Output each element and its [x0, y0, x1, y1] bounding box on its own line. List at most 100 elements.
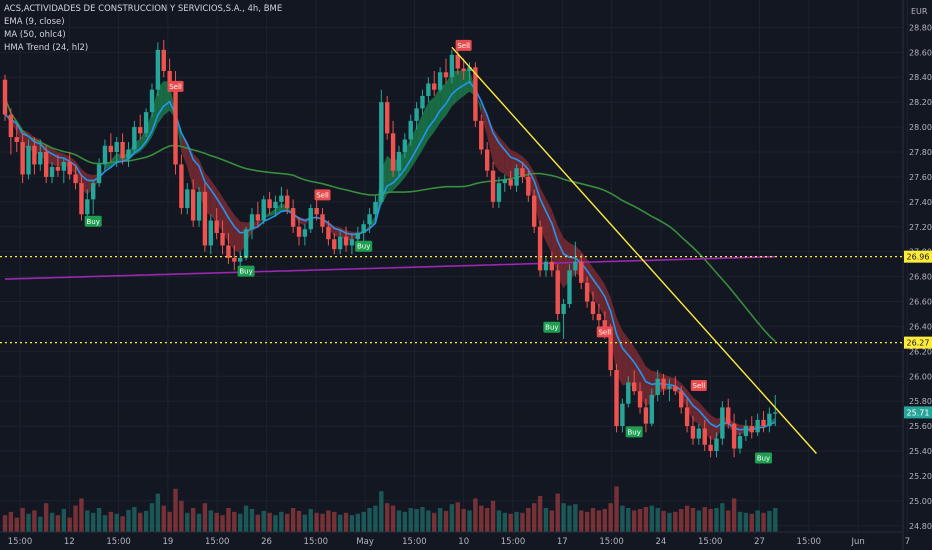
candle-body	[543, 261, 549, 271]
candle-body	[432, 83, 437, 90]
volume-bar	[761, 512, 766, 532]
volume-bar	[155, 493, 161, 532]
hma-band-segment	[616, 317, 623, 386]
volume-bar	[620, 505, 625, 532]
symbol-title[interactable]: ACS,ACTIVIDADES DE CONSTRUCCION Y SERVIC…	[4, 4, 283, 14]
hma-band-segment	[457, 70, 464, 101]
candle-body	[484, 149, 490, 171]
candle-body	[567, 270, 572, 304]
x-tick-label: 15:00	[797, 537, 822, 547]
hma-band-segment	[604, 284, 611, 339]
hma-band-segment	[334, 225, 341, 237]
price-line-badge	[904, 336, 932, 349]
candle-body	[326, 226, 331, 240]
candle-body	[555, 270, 560, 314]
x-tick-label: 19	[162, 537, 173, 547]
volume-bar	[690, 508, 696, 532]
candle-body	[579, 261, 584, 283]
volume-bar	[702, 507, 707, 532]
candle-body	[608, 332, 613, 371]
y-tick-label: 28.00	[909, 123, 932, 132]
candle-body	[102, 145, 108, 165]
legend-hma[interactable]: HMA Trend (24, hl2)	[4, 43, 89, 53]
y-tick-label: 25.80	[909, 397, 932, 406]
volume-bar	[190, 508, 196, 532]
candle-body	[120, 142, 125, 159]
volume-bar	[461, 508, 466, 532]
candle-body	[138, 127, 143, 134]
signal-label: Buy	[357, 243, 370, 251]
volume-bar	[267, 512, 272, 532]
candle-body	[561, 304, 566, 314]
y-tick-label: 26.40	[909, 322, 932, 331]
hma-band-segment	[363, 224, 370, 232]
candle-body	[702, 428, 707, 445]
x-tick-label: 15:00	[402, 537, 427, 547]
volume-bar	[667, 512, 672, 532]
candle-body	[408, 120, 413, 140]
candle-body	[49, 166, 55, 177]
candle-body	[290, 208, 296, 227]
volume-bar	[526, 508, 531, 532]
volume-bar	[32, 510, 37, 532]
volume-bar	[555, 493, 560, 532]
candle-body	[649, 394, 654, 424]
candle-body	[596, 313, 602, 321]
y-tick-label: 25.40	[909, 447, 932, 456]
signal-label: Sell	[316, 191, 329, 199]
volume-bar	[432, 512, 437, 532]
volume-bar	[14, 517, 19, 532]
x-tick-label: 15:00	[8, 537, 33, 547]
x-tick-label: 12	[64, 537, 75, 547]
legend-ma[interactable]: MA (50, ohlc4)	[4, 30, 66, 40]
volume-bar	[608, 503, 613, 532]
candle-body	[179, 164, 184, 209]
y-tick-label: 26.80	[909, 273, 932, 282]
volume-bar	[308, 508, 313, 532]
candle-body	[308, 208, 313, 230]
volume-bar	[726, 510, 731, 532]
hma-band-segment	[692, 397, 699, 424]
volume-bar	[55, 515, 61, 532]
ma-purple-line	[4, 255, 776, 280]
x-tick-label: 27	[754, 537, 765, 547]
volume-bar	[102, 515, 108, 532]
buy-signal	[543, 321, 561, 333]
volume-bar	[143, 510, 149, 532]
volume-bar	[232, 511, 237, 532]
candle-body	[114, 142, 119, 152]
volume-bar	[396, 510, 402, 532]
volume-bar	[514, 511, 519, 532]
candle-body	[26, 145, 31, 175]
volume-bar	[296, 510, 302, 532]
candle-body	[437, 72, 443, 90]
hma-band-segment	[681, 383, 688, 409]
volume-bar	[408, 508, 413, 532]
volume-bar	[502, 512, 507, 532]
volume-bar	[390, 505, 396, 532]
volume-bar	[637, 508, 643, 532]
x-tick-label: 15:00	[698, 537, 723, 547]
signal-label: Sell	[598, 328, 611, 336]
candle-body	[390, 133, 396, 171]
volume-bar	[326, 510, 331, 532]
ma50-line	[4, 97, 776, 342]
buy-signal	[625, 426, 643, 438]
candle-body	[267, 199, 272, 209]
hma-band-segment	[422, 101, 429, 150]
volume-bar	[373, 505, 378, 532]
candle-body	[332, 239, 337, 250]
volume-bar	[337, 514, 343, 532]
legend-ema[interactable]: EMA (9, close)	[4, 17, 65, 27]
last-price-label: 25.71	[907, 408, 930, 417]
y-tick-label: 27.40	[909, 198, 932, 207]
y-tick-label: 28.40	[909, 73, 932, 82]
volume-bar	[626, 508, 631, 532]
volume-bar	[349, 515, 355, 532]
candle-body	[473, 67, 478, 121]
candle-body	[167, 71, 172, 84]
hma-band-segment	[234, 214, 241, 254]
candle-body	[61, 161, 66, 171]
candle-body	[190, 189, 196, 221]
